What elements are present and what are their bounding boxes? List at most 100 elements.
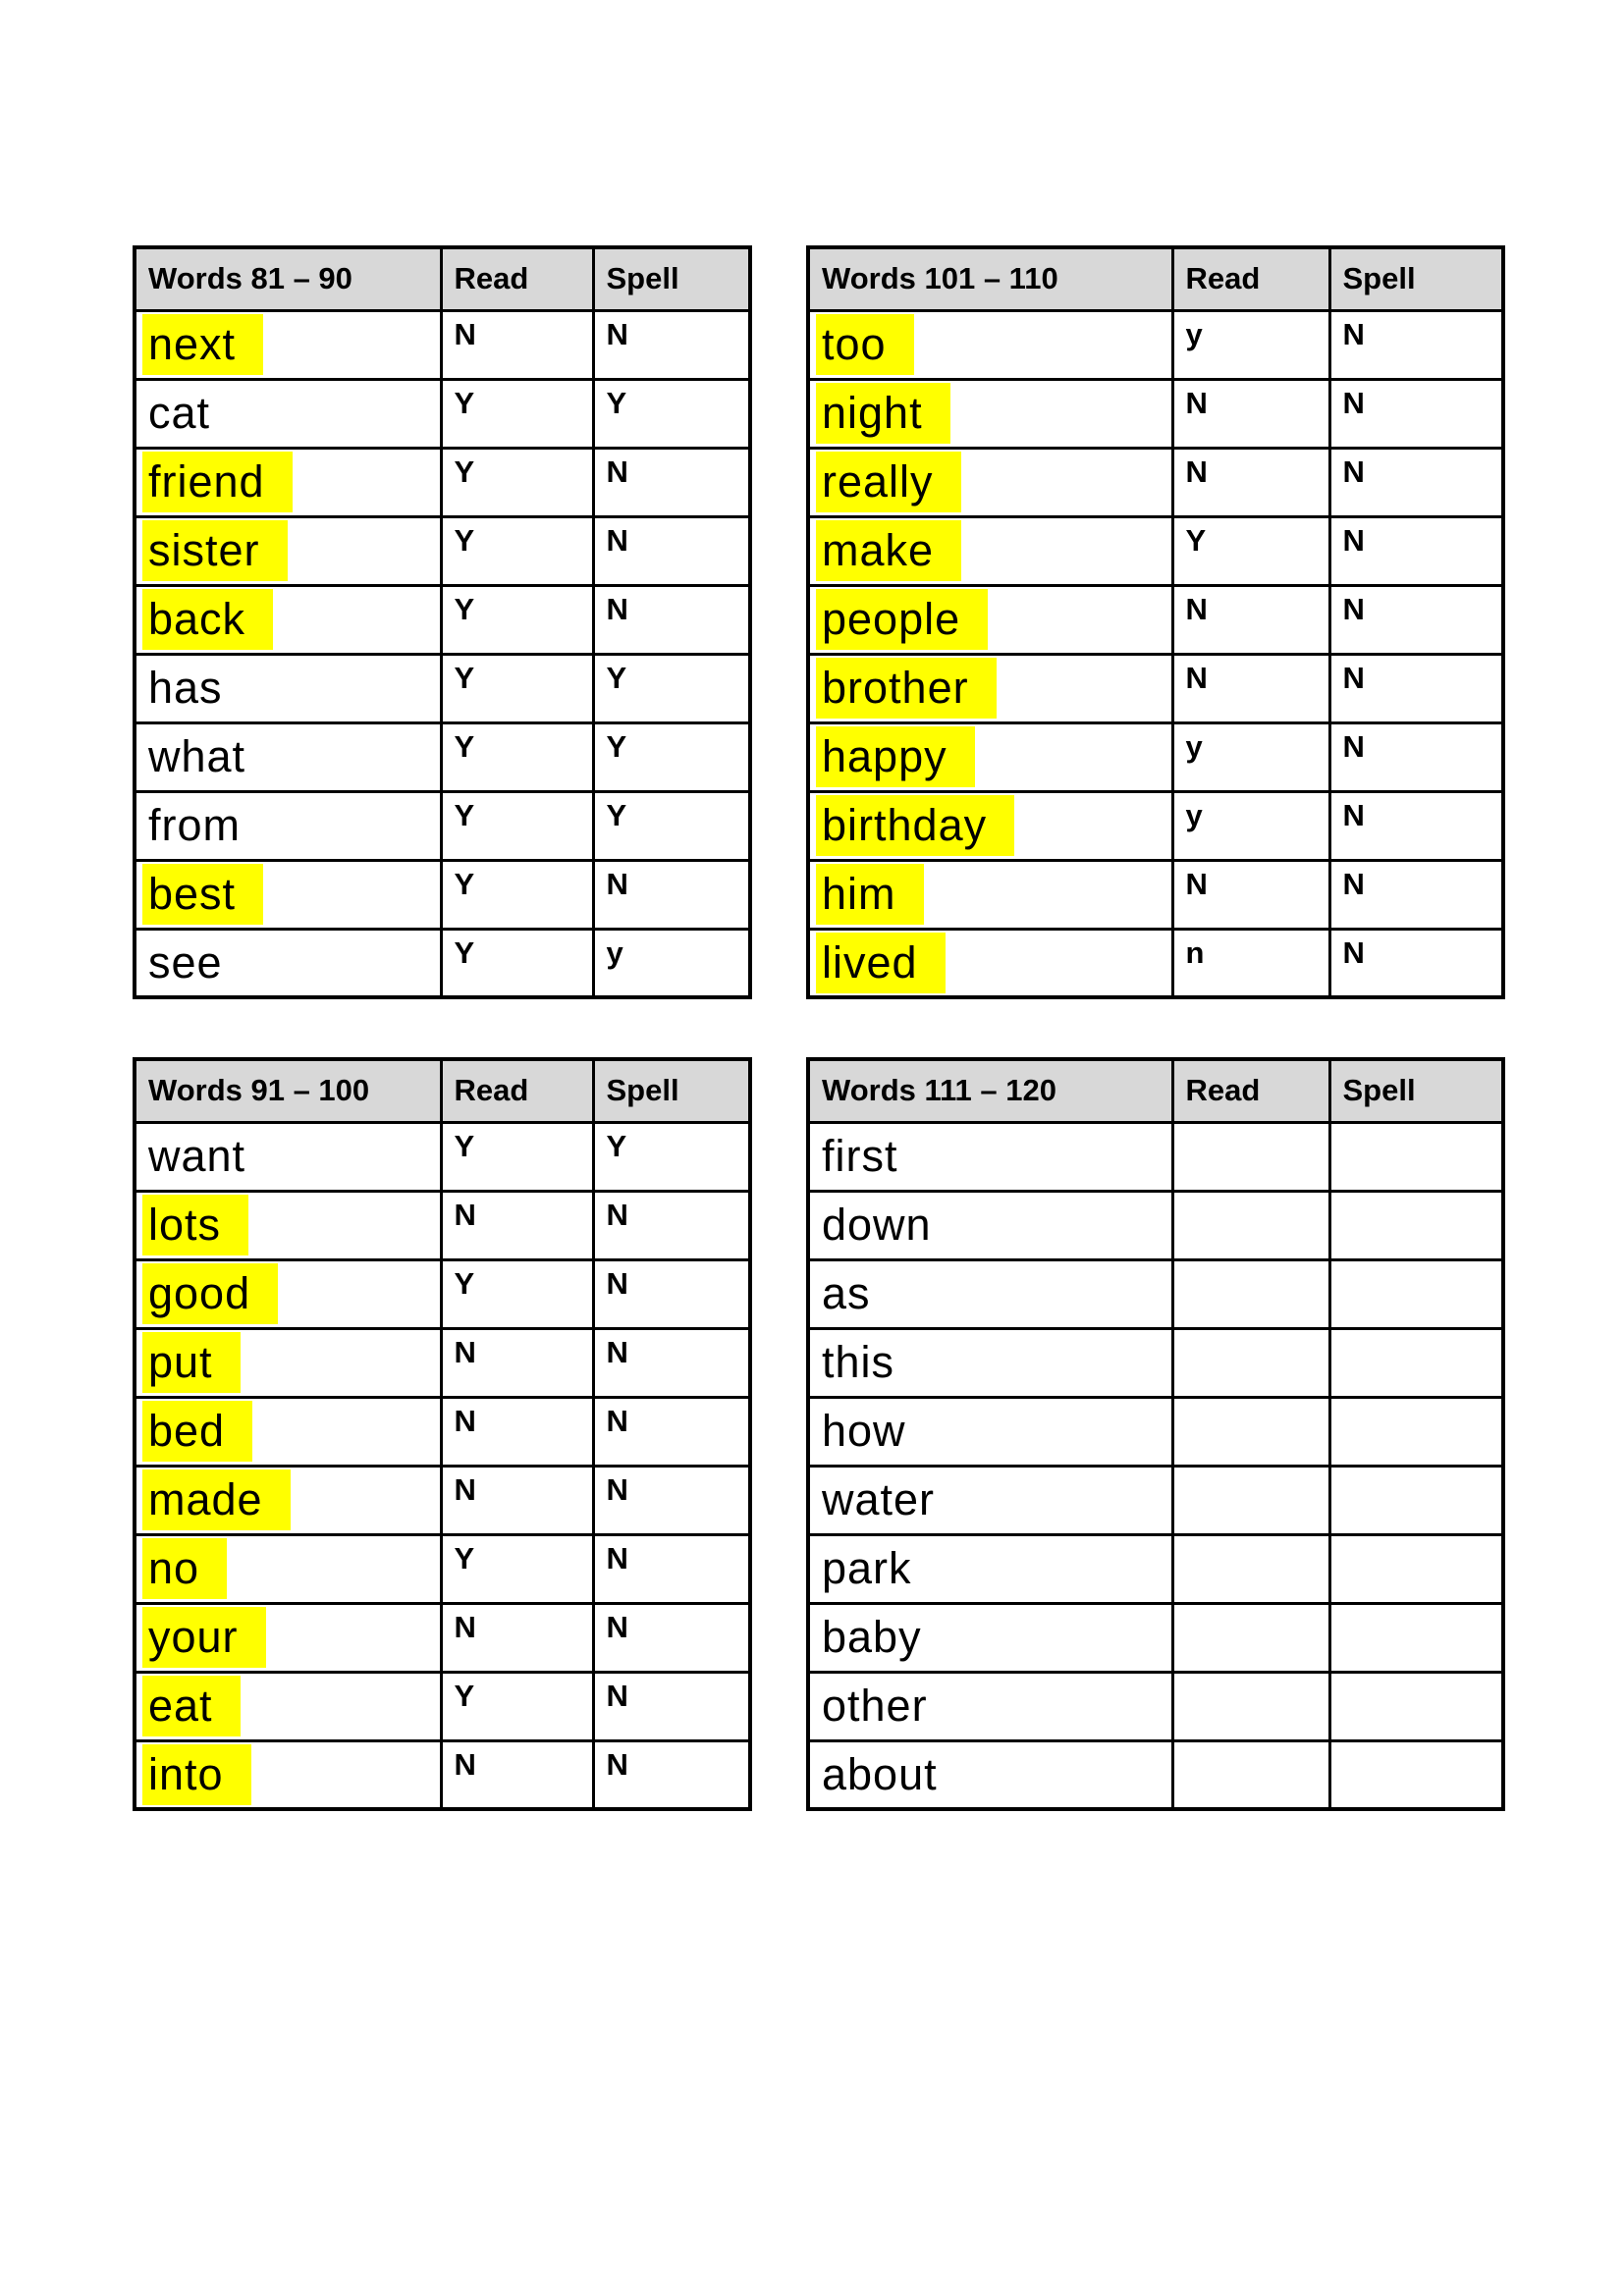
read-value-cell: Y xyxy=(439,1120,595,1193)
table-row: this xyxy=(806,1326,1505,1399)
word-text: water xyxy=(822,1474,936,1524)
table-row: from Y Y xyxy=(133,789,752,862)
table-row: really N N xyxy=(806,446,1505,518)
word-cell: into xyxy=(133,1738,443,1811)
table-row: too y N xyxy=(806,308,1505,381)
word-text: baby xyxy=(822,1612,922,1662)
spell-value-cell: N xyxy=(591,1257,752,1330)
read-value-cell: N xyxy=(1170,858,1331,931)
word-cell: lived xyxy=(806,927,1174,999)
spell-value-cell: N xyxy=(1327,858,1505,931)
table-row: want Y Y xyxy=(133,1120,752,1193)
read-value-cell: y xyxy=(1170,789,1331,862)
table-header-row: Words 81 – 90 Read Spell xyxy=(133,245,752,312)
word-cell: lots xyxy=(133,1189,443,1261)
word-cell: put xyxy=(133,1326,443,1399)
highlighted-word-text: eat xyxy=(142,1676,241,1736)
spell-value-cell xyxy=(1327,1532,1505,1605)
spell-column-header: Spell xyxy=(1327,245,1505,312)
table-row: no Y N xyxy=(133,1532,752,1605)
read-value-cell: N xyxy=(1170,583,1331,656)
table-row: birthday y N xyxy=(806,789,1505,862)
highlighted-word-text: birthday xyxy=(816,795,1015,856)
word-cell: next xyxy=(133,308,443,381)
highlighted-word-text: him xyxy=(816,864,924,925)
word-cell: no xyxy=(133,1532,443,1605)
read-column-header: Read xyxy=(1170,245,1331,312)
table-row: friend Y N xyxy=(133,446,752,518)
spell-value-cell: N xyxy=(1327,308,1505,381)
word-cell: other xyxy=(806,1670,1174,1742)
highlighted-word-text: make xyxy=(816,520,962,581)
spell-value-cell: N xyxy=(591,1670,752,1742)
spell-value-cell xyxy=(1327,1738,1505,1811)
word-cell: want xyxy=(133,1120,443,1193)
table-row: baby xyxy=(806,1601,1505,1674)
read-value-cell xyxy=(1170,1738,1331,1811)
spell-value-cell: N xyxy=(1327,514,1505,587)
table-row: bed N N xyxy=(133,1395,752,1468)
word-cell: from xyxy=(133,789,443,862)
spell-value-cell: Y xyxy=(591,789,752,862)
word-text: how xyxy=(822,1406,906,1456)
highlighted-word-text: into xyxy=(142,1743,251,1805)
table-row: sister Y N xyxy=(133,514,752,587)
read-value-cell: N xyxy=(439,1326,595,1399)
highlighted-word-text: brother xyxy=(816,658,997,719)
highlighted-word-text: people xyxy=(816,589,989,650)
word-text: as xyxy=(822,1268,871,1318)
word-cell: made xyxy=(133,1464,443,1536)
spell-value-cell: y xyxy=(591,927,752,999)
table-header-row: Words 91 – 100 Read Spell xyxy=(133,1057,752,1124)
highlighted-word-text: friend xyxy=(142,452,293,512)
spell-value-cell: Y xyxy=(591,652,752,724)
word-cell: make xyxy=(806,514,1174,587)
word-text: what xyxy=(148,731,246,781)
read-value-cell: N xyxy=(1170,652,1331,724)
table-row: next N N xyxy=(133,308,752,381)
read-value-cell xyxy=(1170,1464,1331,1536)
read-value-cell: n xyxy=(1170,927,1331,999)
read-value-cell xyxy=(1170,1670,1331,1742)
word-text: has xyxy=(148,663,223,713)
read-value-cell: N xyxy=(439,1601,595,1674)
table-row: down xyxy=(806,1189,1505,1261)
word-cell: best xyxy=(133,858,443,931)
spell-column-header: Spell xyxy=(591,245,752,312)
read-value-cell: Y xyxy=(439,1532,595,1605)
word-cell: down xyxy=(806,1189,1174,1261)
table-row: made N N xyxy=(133,1464,752,1536)
table-row: eat Y N xyxy=(133,1670,752,1742)
highlighted-word-text: good xyxy=(142,1263,279,1324)
word-cell: birthday xyxy=(806,789,1174,862)
word-cell: bed xyxy=(133,1395,443,1468)
table-header-row: Words 111 – 120 Read Spell xyxy=(806,1057,1505,1124)
spell-value-cell xyxy=(1327,1257,1505,1330)
highlighted-word-text: put xyxy=(142,1332,241,1393)
highlighted-word-text: happy xyxy=(816,726,975,787)
word-cell: night xyxy=(806,377,1174,450)
word-text: want xyxy=(148,1131,246,1181)
highlighted-word-text: your xyxy=(142,1607,266,1668)
read-value-cell: Y xyxy=(439,377,595,450)
highlighted-word-text: lots xyxy=(142,1195,249,1255)
table-row: back Y N xyxy=(133,583,752,656)
table-row: night N N xyxy=(806,377,1505,450)
spell-value-cell: N xyxy=(1327,377,1505,450)
table-row: first xyxy=(806,1120,1505,1193)
highlighted-word-text: night xyxy=(816,383,950,444)
highlighted-word-text: bed xyxy=(142,1401,253,1462)
table-row: lived n N xyxy=(806,927,1505,999)
word-cell: friend xyxy=(133,446,443,518)
read-value-cell: Y xyxy=(439,1257,595,1330)
read-column-header: Read xyxy=(439,245,595,312)
word-table-111-120: Words 111 – 120 Read Spell first down as th… xyxy=(806,1057,1505,1811)
spell-value-cell: N xyxy=(591,308,752,381)
word-cell: see xyxy=(133,927,443,999)
spell-value-cell xyxy=(1327,1601,1505,1674)
read-value-cell: N xyxy=(1170,446,1331,518)
table-row: happy y N xyxy=(806,721,1505,793)
